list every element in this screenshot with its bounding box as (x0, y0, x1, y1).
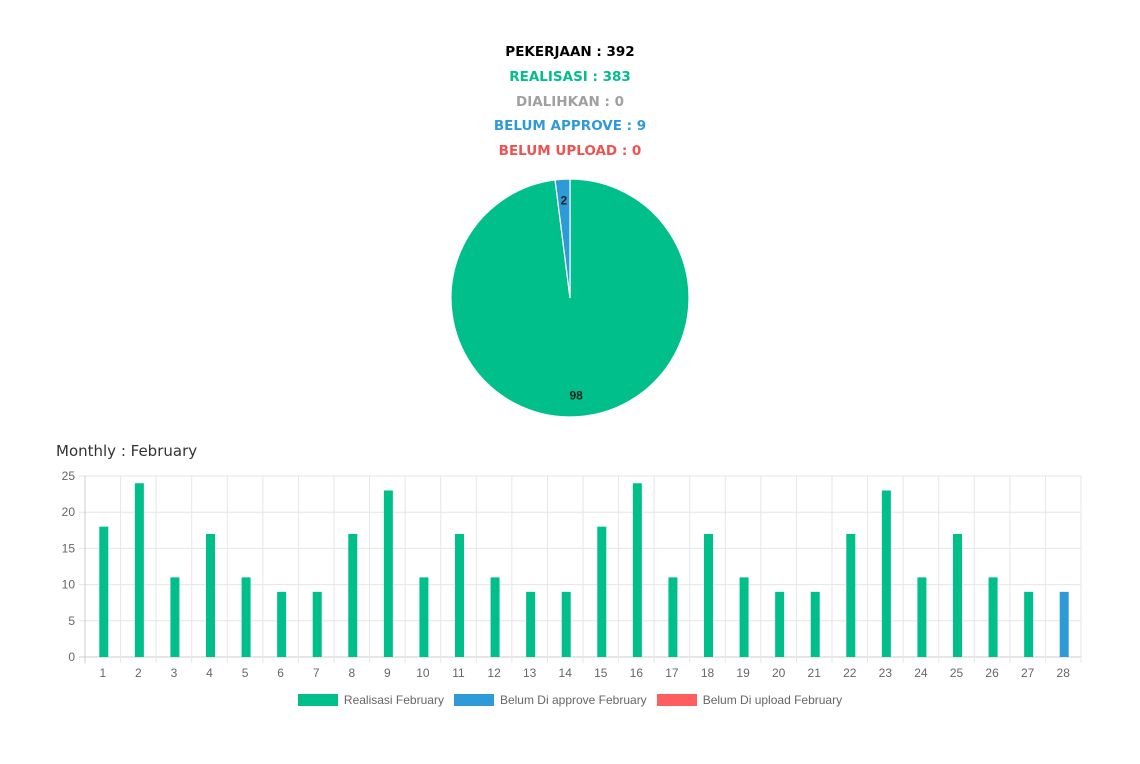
bar-4[interactable] (206, 533, 215, 657)
y-tick-label: 5 (68, 614, 75, 628)
x-tick-label: 19 (736, 666, 750, 680)
x-tick-label: 2 (135, 666, 142, 680)
bar-15[interactable] (597, 526, 607, 657)
x-tick-label: 9 (384, 666, 391, 680)
x-tick-label: 27 (1021, 666, 1035, 680)
x-tick-label: 10 (416, 666, 430, 680)
x-tick-label: 8 (348, 666, 355, 680)
x-tick-label: 20 (772, 666, 786, 680)
x-tick-label: 16 (630, 666, 644, 680)
x-tick-label: 26 (985, 666, 999, 680)
x-tick-label: 17 (665, 666, 679, 680)
pie-label-98: 98 (569, 388, 583, 402)
y-tick-label: 10 (62, 578, 76, 592)
pekerjaan-total: PEKERJAAN : 392 (505, 44, 635, 60)
bar-25[interactable] (953, 533, 962, 657)
bar-10[interactable] (419, 577, 429, 657)
x-tick-label: 7 (313, 666, 320, 680)
bar-3[interactable] (170, 577, 180, 657)
bar-16[interactable] (632, 483, 642, 657)
pie-chart: 98 2 (450, 178, 690, 418)
x-tick-label: 28 (1057, 666, 1071, 680)
legend-item[interactable]: Realisasi February (297, 693, 444, 707)
x-tick-label: 21 (808, 666, 822, 680)
pie-label-2: 2 (561, 194, 568, 208)
bar-17[interactable] (668, 577, 678, 657)
monthly-title: Monthly : February (56, 442, 198, 460)
realisasi-total: REALISASI : 383 (509, 68, 631, 85)
x-tick-label: 24 (914, 666, 928, 680)
x-tick-label: 14 (559, 666, 573, 680)
legend-label: Belum Di approve February (499, 693, 647, 707)
bar-27[interactable] (1024, 591, 1034, 657)
x-tick-label: 25 (950, 666, 964, 680)
bar-11[interactable] (455, 533, 464, 657)
bar-14[interactable] (561, 591, 571, 657)
bar-28[interactable] (1059, 591, 1069, 657)
x-tick-label: 4 (206, 666, 213, 680)
bar-1[interactable] (99, 526, 109, 657)
x-tick-label: 6 (277, 666, 284, 680)
legend-label: Belum Di upload February (702, 693, 843, 707)
legend-swatch (453, 694, 494, 706)
x-tick-label: 18 (701, 666, 715, 680)
legend-item[interactable]: Belum Di approve February (453, 693, 647, 707)
summary-block: PEKERJAAN : 392 REALISASI : 383 DIALIHKA… (0, 40, 1140, 164)
bar-12[interactable] (490, 577, 500, 657)
legend-label: Realisasi February (343, 693, 444, 707)
x-tick-label: 13 (523, 666, 537, 680)
bar-26[interactable] (988, 577, 998, 657)
x-tick-label: 22 (843, 666, 857, 680)
legend-item[interactable]: Belum Di upload February (656, 693, 843, 707)
bar-2[interactable] (134, 483, 144, 657)
x-tick-label: 3 (171, 666, 178, 680)
dialihkan-total: DIALIHKAN : 0 (516, 93, 624, 110)
bar-21[interactable] (810, 591, 820, 657)
belum-approve-total: BELUM APPROVE : 9 (493, 118, 647, 135)
x-tick-label: 15 (594, 666, 608, 680)
belum-upload-total: BELUM UPLOAD : 0 (498, 143, 642, 160)
x-tick-label: 12 (487, 666, 501, 680)
y-tick-label: 0 (68, 650, 75, 664)
bar-13[interactable] (526, 591, 536, 657)
bar-9[interactable] (383, 490, 393, 657)
bar-22[interactable] (846, 533, 856, 657)
bar-7[interactable] (312, 591, 322, 657)
legend-swatch (297, 694, 338, 706)
legend-swatch (656, 694, 697, 706)
bar-24[interactable] (917, 577, 927, 657)
x-tick-label: 5 (242, 666, 249, 680)
bar-18[interactable] (704, 533, 713, 657)
bar-19[interactable] (739, 577, 749, 657)
y-tick-label: 25 (62, 469, 76, 483)
y-tick-label: 15 (62, 541, 76, 555)
bar-8[interactable] (348, 533, 358, 657)
bar-5[interactable] (241, 577, 251, 657)
bar-20[interactable] (775, 591, 785, 657)
x-tick-label: 23 (879, 666, 893, 680)
bar-6[interactable] (277, 591, 287, 657)
y-tick-label: 20 (62, 505, 76, 519)
x-tick-label: 1 (99, 666, 106, 680)
chart-legend: Realisasi February Belum Di approve Febru… (0, 693, 1140, 707)
x-tick-label: 11 (452, 666, 465, 680)
pie-slice-2[interactable] (554, 178, 571, 299)
bar-23[interactable] (881, 490, 891, 657)
